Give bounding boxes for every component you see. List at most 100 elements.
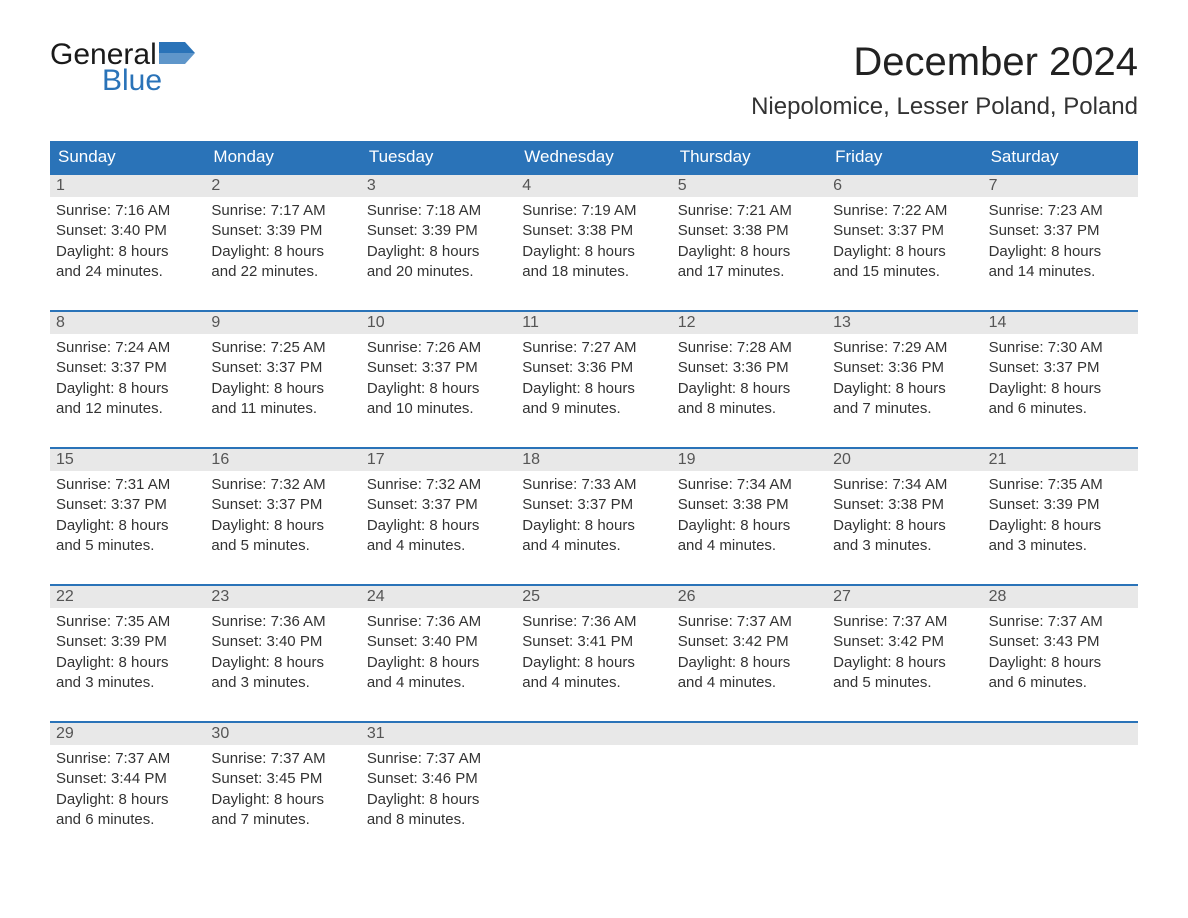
daylight-line-1: Daylight: 8 hours xyxy=(56,653,199,673)
calendar-week: 8Sunrise: 7:24 AMSunset: 3:37 PMDaylight… xyxy=(50,310,1138,425)
daylight-line-2: and 10 minutes. xyxy=(367,399,510,419)
daylight-line-1: Daylight: 8 hours xyxy=(522,653,665,673)
day-details: Sunrise: 7:25 AMSunset: 3:37 PMDaylight:… xyxy=(205,334,360,425)
calendar-week: 15Sunrise: 7:31 AMSunset: 3:37 PMDayligh… xyxy=(50,447,1138,562)
day-details: Sunrise: 7:35 AMSunset: 3:39 PMDaylight:… xyxy=(983,471,1138,562)
sunset-line: Sunset: 3:37 PM xyxy=(56,495,199,515)
day-details: Sunrise: 7:36 AMSunset: 3:40 PMDaylight:… xyxy=(205,608,360,699)
daylight-line-2: and 4 minutes. xyxy=(367,673,510,693)
day-number: 21 xyxy=(983,449,1138,471)
sunrise-line: Sunrise: 7:37 AM xyxy=(678,612,821,632)
day-number: 1 xyxy=(50,175,205,197)
sunset-line: Sunset: 3:37 PM xyxy=(833,221,976,241)
day-details: Sunrise: 7:21 AMSunset: 3:38 PMDaylight:… xyxy=(672,197,827,288)
daylight-line-2: and 20 minutes. xyxy=(367,262,510,282)
daylight-line-1: Daylight: 8 hours xyxy=(367,242,510,262)
day-cell xyxy=(827,723,982,836)
sunrise-line: Sunrise: 7:22 AM xyxy=(833,201,976,221)
weekday-header: Thursday xyxy=(672,141,827,173)
sunset-line: Sunset: 3:37 PM xyxy=(367,358,510,378)
daylight-line-1: Daylight: 8 hours xyxy=(678,653,821,673)
day-number: 6 xyxy=(827,175,982,197)
sunset-line: Sunset: 3:40 PM xyxy=(211,632,354,652)
weekday-header: Friday xyxy=(827,141,982,173)
day-cell: 5Sunrise: 7:21 AMSunset: 3:38 PMDaylight… xyxy=(672,175,827,288)
day-cell: 21Sunrise: 7:35 AMSunset: 3:39 PMDayligh… xyxy=(983,449,1138,562)
day-number: 10 xyxy=(361,312,516,334)
sunrise-line: Sunrise: 7:18 AM xyxy=(367,201,510,221)
daylight-line-2: and 4 minutes. xyxy=(678,536,821,556)
sunset-line: Sunset: 3:36 PM xyxy=(678,358,821,378)
day-cell: 2Sunrise: 7:17 AMSunset: 3:39 PMDaylight… xyxy=(205,175,360,288)
sunset-line: Sunset: 3:44 PM xyxy=(56,769,199,789)
sunrise-line: Sunrise: 7:35 AM xyxy=(989,475,1132,495)
sunrise-line: Sunrise: 7:37 AM xyxy=(989,612,1132,632)
day-number: 16 xyxy=(205,449,360,471)
daylight-line-1: Daylight: 8 hours xyxy=(989,242,1132,262)
sunset-line: Sunset: 3:36 PM xyxy=(833,358,976,378)
day-cell xyxy=(516,723,671,836)
daylight-line-1: Daylight: 8 hours xyxy=(989,516,1132,536)
day-details: Sunrise: 7:19 AMSunset: 3:38 PMDaylight:… xyxy=(516,197,671,288)
sunset-line: Sunset: 3:39 PM xyxy=(367,221,510,241)
daylight-line-2: and 7 minutes. xyxy=(833,399,976,419)
day-cell: 10Sunrise: 7:26 AMSunset: 3:37 PMDayligh… xyxy=(361,312,516,425)
day-details: Sunrise: 7:34 AMSunset: 3:38 PMDaylight:… xyxy=(827,471,982,562)
brand-word2: Blue xyxy=(102,66,195,96)
day-number: 7 xyxy=(983,175,1138,197)
weekday-header: Monday xyxy=(205,141,360,173)
sunset-line: Sunset: 3:37 PM xyxy=(56,358,199,378)
daylight-line-1: Daylight: 8 hours xyxy=(678,379,821,399)
sunrise-line: Sunrise: 7:32 AM xyxy=(367,475,510,495)
sunrise-line: Sunrise: 7:19 AM xyxy=(522,201,665,221)
sunrise-line: Sunrise: 7:34 AM xyxy=(833,475,976,495)
day-cell xyxy=(672,723,827,836)
sunset-line: Sunset: 3:37 PM xyxy=(522,495,665,515)
daylight-line-2: and 9 minutes. xyxy=(522,399,665,419)
day-cell: 30Sunrise: 7:37 AMSunset: 3:45 PMDayligh… xyxy=(205,723,360,836)
daylight-line-1: Daylight: 8 hours xyxy=(367,379,510,399)
weekday-header: Sunday xyxy=(50,141,205,173)
daylight-line-2: and 7 minutes. xyxy=(211,810,354,830)
daylight-line-1: Daylight: 8 hours xyxy=(367,653,510,673)
daylight-line-2: and 8 minutes. xyxy=(678,399,821,419)
brand-logo: General Blue xyxy=(50,40,195,96)
day-number: 20 xyxy=(827,449,982,471)
daylight-line-1: Daylight: 8 hours xyxy=(678,516,821,536)
day-details: Sunrise: 7:17 AMSunset: 3:39 PMDaylight:… xyxy=(205,197,360,288)
day-details: Sunrise: 7:33 AMSunset: 3:37 PMDaylight:… xyxy=(516,471,671,562)
daylight-line-2: and 22 minutes. xyxy=(211,262,354,282)
daylight-line-2: and 4 minutes. xyxy=(678,673,821,693)
day-number: 23 xyxy=(205,586,360,608)
daylight-line-1: Daylight: 8 hours xyxy=(56,379,199,399)
day-number: 14 xyxy=(983,312,1138,334)
day-details: Sunrise: 7:36 AMSunset: 3:40 PMDaylight:… xyxy=(361,608,516,699)
day-details: Sunrise: 7:23 AMSunset: 3:37 PMDaylight:… xyxy=(983,197,1138,288)
day-number: 24 xyxy=(361,586,516,608)
day-cell: 14Sunrise: 7:30 AMSunset: 3:37 PMDayligh… xyxy=(983,312,1138,425)
sunset-line: Sunset: 3:39 PM xyxy=(211,221,354,241)
day-details: Sunrise: 7:30 AMSunset: 3:37 PMDaylight:… xyxy=(983,334,1138,425)
weekday-header: Wednesday xyxy=(516,141,671,173)
day-number: 12 xyxy=(672,312,827,334)
sunset-line: Sunset: 3:39 PM xyxy=(56,632,199,652)
day-number: 25 xyxy=(516,586,671,608)
sunrise-line: Sunrise: 7:33 AM xyxy=(522,475,665,495)
daylight-line-1: Daylight: 8 hours xyxy=(56,790,199,810)
day-cell: 4Sunrise: 7:19 AMSunset: 3:38 PMDaylight… xyxy=(516,175,671,288)
day-cell xyxy=(983,723,1138,836)
sunrise-line: Sunrise: 7:24 AM xyxy=(56,338,199,358)
daylight-line-2: and 3 minutes. xyxy=(211,673,354,693)
daylight-line-1: Daylight: 8 hours xyxy=(989,379,1132,399)
daylight-line-2: and 11 minutes. xyxy=(211,399,354,419)
daylight-line-1: Daylight: 8 hours xyxy=(56,516,199,536)
daylight-line-1: Daylight: 8 hours xyxy=(56,242,199,262)
sunrise-line: Sunrise: 7:29 AM xyxy=(833,338,976,358)
sunset-line: Sunset: 3:41 PM xyxy=(522,632,665,652)
day-cell: 12Sunrise: 7:28 AMSunset: 3:36 PMDayligh… xyxy=(672,312,827,425)
sunset-line: Sunset: 3:39 PM xyxy=(989,495,1132,515)
sunset-line: Sunset: 3:38 PM xyxy=(522,221,665,241)
daylight-line-2: and 6 minutes. xyxy=(989,673,1132,693)
sunrise-line: Sunrise: 7:21 AM xyxy=(678,201,821,221)
day-cell: 27Sunrise: 7:37 AMSunset: 3:42 PMDayligh… xyxy=(827,586,982,699)
